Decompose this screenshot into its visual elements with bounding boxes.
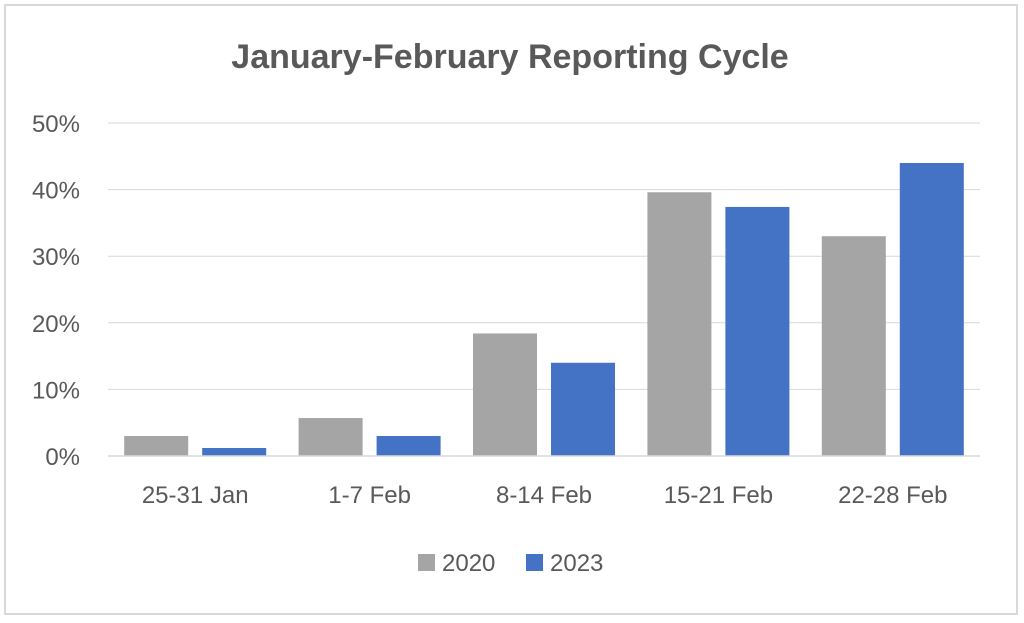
legend-swatch-2023 bbox=[526, 554, 543, 571]
bar-2020-1 bbox=[298, 418, 363, 456]
bar-2023-2 bbox=[551, 362, 615, 456]
legend: 2020 2023 bbox=[418, 550, 603, 577]
x-tick-label: 25-31 Jan bbox=[142, 482, 249, 509]
y-tick-label: 30% bbox=[32, 244, 80, 271]
x-tick-label: 1-7 Feb bbox=[328, 482, 411, 509]
y-tick-label: 50% bbox=[32, 111, 80, 138]
y-axis-tick-labels: 0% 10% 20% 30% 40% 50% bbox=[32, 111, 80, 471]
legend-swatch-2020 bbox=[418, 554, 435, 571]
y-tick-label: 0% bbox=[45, 444, 80, 471]
bar-2023-0 bbox=[202, 448, 267, 456]
bar-2020-0 bbox=[124, 436, 189, 456]
bar-2020-3 bbox=[647, 192, 712, 456]
bar-2023-4 bbox=[899, 162, 964, 456]
x-tick-label: 22-28 Feb bbox=[838, 482, 947, 509]
x-tick-label: 15-21 Feb bbox=[664, 482, 773, 509]
y-tick-label: 10% bbox=[32, 377, 80, 404]
x-axis-tick-labels: 25-31 Jan 1-7 Feb 8-14 Feb 15-21 Feb 22-28 F… bbox=[142, 482, 948, 509]
legend-label: 2023 bbox=[550, 550, 603, 577]
legend-label: 2020 bbox=[442, 550, 495, 577]
x-tick-label: 8-14 Feb bbox=[496, 482, 592, 509]
bars bbox=[124, 162, 964, 456]
bar-2023-3 bbox=[725, 206, 790, 456]
bar-2020-4 bbox=[821, 236, 886, 456]
y-tick-label: 40% bbox=[32, 178, 80, 205]
bar-2020-2 bbox=[473, 333, 537, 456]
bar-2023-1 bbox=[376, 436, 441, 456]
y-tick-label: 20% bbox=[32, 311, 80, 338]
chart-title: January-February Reporting Cycle bbox=[231, 38, 788, 76]
